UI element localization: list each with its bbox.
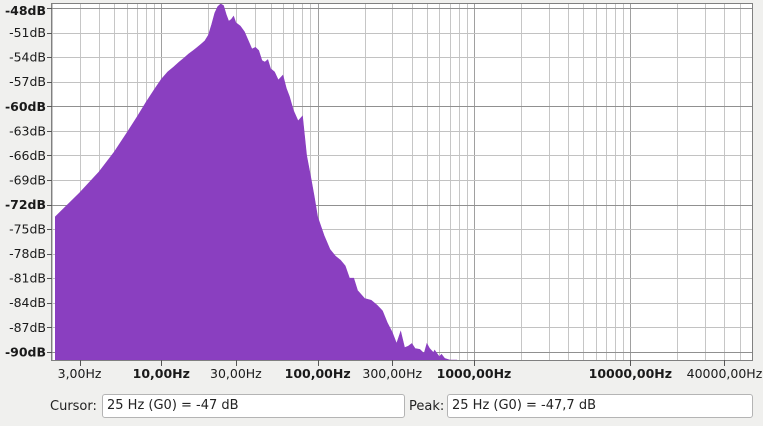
x-tick-label: 10000,00Hz — [589, 366, 672, 381]
y-tick-label: -75dB — [9, 222, 46, 237]
spectrum-chart[interactable]: -48dB -51dB -54dB -57dB -60dB -63dB -66dB -69dB… — [0, 0, 763, 390]
x-tick-label: 30,00Hz — [210, 366, 262, 381]
spectrum-plot-area[interactable]: -48dB -51dB -54dB -57dB -60dB -63dB -66dB -69dB… — [0, 0, 763, 390]
spectrum-area — [55, 3, 458, 361]
x-tick-label: 1000,00Hz — [437, 366, 512, 381]
y-axis: -48dB -51dB -54dB -57dB -60dB -63dB -66dB -69dB… — [5, 3, 52, 359]
y-tick-label: -84dB — [9, 295, 46, 310]
y-tick-label: -54dB — [9, 50, 46, 65]
plot-border — [51, 3, 753, 361]
status-bar: Cursor: 25 Hz (G0) = -47 dB Peak: 25 Hz … — [0, 393, 763, 421]
x-tick-label: 100,00Hz — [285, 366, 351, 381]
peak-readout-field[interactable]: 25 Hz (G0) = -47,7 dB — [447, 394, 753, 418]
x-tick-label: 10,00Hz — [133, 366, 190, 381]
spectrum-series — [55, 3, 458, 361]
y-tick-label: -66dB — [9, 148, 46, 163]
cursor-readout-field[interactable]: 25 Hz (G0) = -47 dB — [102, 394, 405, 418]
x-axis: 3,00Hz 10,00Hz 30,00Hz 100,00Hz 300,00Hz 1000… — [58, 360, 763, 381]
x-tick-label: 40000,00Hz — [687, 366, 763, 381]
peak-readout-value: 25 Hz (G0) = -47,7 dB — [452, 398, 596, 413]
y-tick-label: -87dB — [9, 320, 46, 335]
y-tick-label: -81dB — [9, 271, 46, 286]
y-tick-label: -69dB — [9, 172, 46, 187]
y-tick-label: -60dB — [5, 99, 46, 114]
y-tick-label: -72dB — [5, 197, 46, 212]
peak-label: Peak: — [409, 399, 445, 414]
y-tick-label: -78dB — [9, 246, 46, 261]
x-tick-label: 3,00Hz — [58, 366, 102, 381]
y-tick-label: -51dB — [9, 25, 46, 40]
x-tick-label: 300,00Hz — [362, 366, 422, 381]
y-tick-label: -48dB — [5, 3, 46, 18]
y-tick-label: -90dB — [5, 344, 46, 359]
cursor-readout-value: 25 Hz (G0) = -47 dB — [107, 398, 239, 413]
y-tick-label: -57dB — [9, 74, 46, 89]
y-tick-label: -63dB — [9, 123, 46, 138]
cursor-label: Cursor: — [50, 399, 97, 414]
